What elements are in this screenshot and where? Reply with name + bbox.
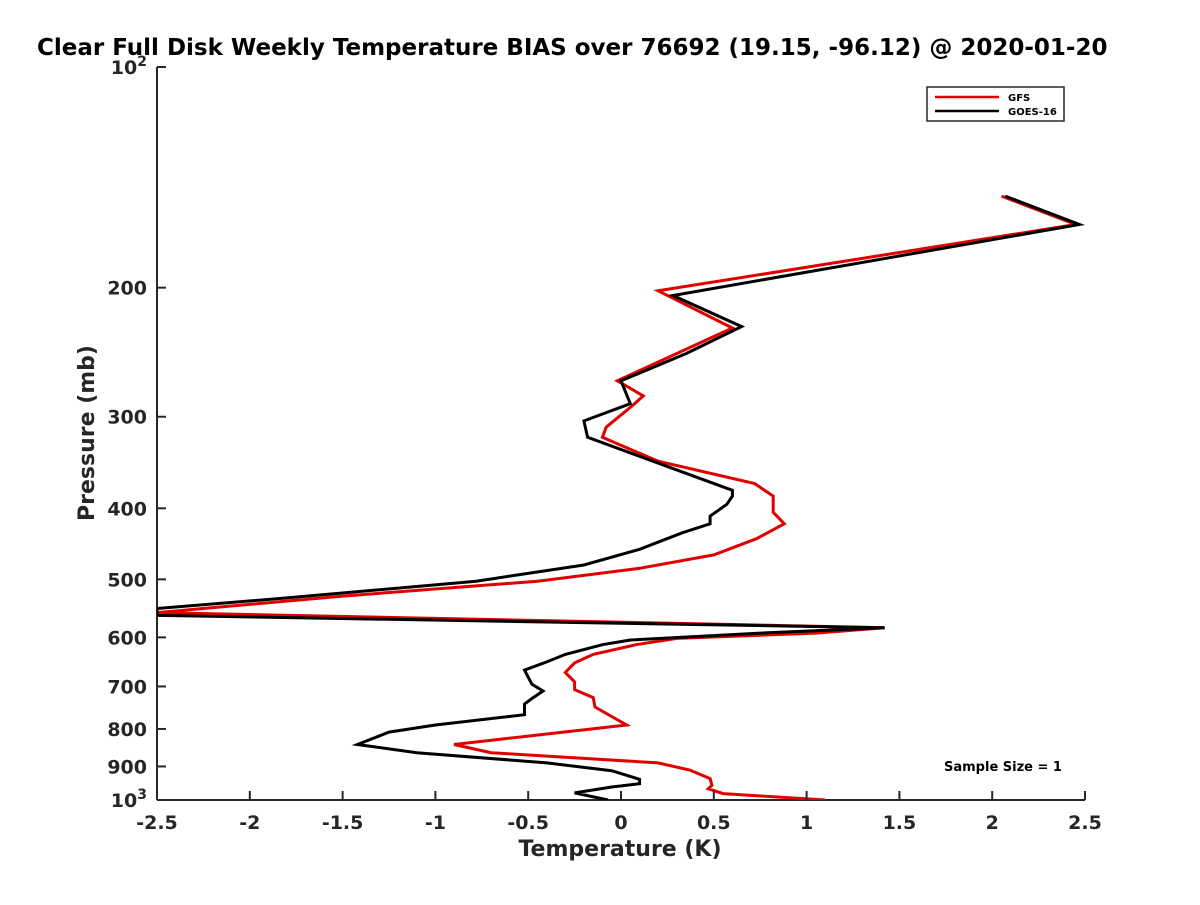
legend: GFS GOES-16 <box>926 86 1065 122</box>
y-tick-label: 300 <box>107 407 147 429</box>
x-tick-label: -1 <box>425 812 446 834</box>
x-tick-label: -2 <box>239 812 260 834</box>
y-tick-label: 102 <box>111 54 147 79</box>
x-tick-label: -2.5 <box>136 812 178 834</box>
series-line-goes-16 <box>157 194 1085 800</box>
x-tick-label: -1.5 <box>322 812 364 834</box>
y-axis-label: Pressure (mb) <box>75 345 100 521</box>
y-tick-label: 400 <box>107 498 147 520</box>
tick-layer: -2.5 -2 -1.5 -1 -0.5 0 0.5 1 1.5 2 2.5 102 200 300 400… <box>107 54 1102 834</box>
y-tick-label: 500 <box>107 569 147 591</box>
x-tick-label: 0.5 <box>697 812 731 834</box>
x-tick-label: -0.5 <box>507 812 549 834</box>
x-tick-label: 1 <box>800 812 813 834</box>
series-line-gfs <box>157 194 1082 800</box>
y-tick-label: 700 <box>107 676 147 698</box>
sample-size-annotation: Sample Size = 1 <box>944 760 1062 775</box>
x-tick-label: 2 <box>986 812 999 834</box>
legend-box <box>926 86 1065 122</box>
x-tick-label: 1.5 <box>883 812 917 834</box>
legend-label-gfs: GFS <box>1008 93 1030 104</box>
y-tick-label: 600 <box>107 627 147 649</box>
y-tick-label: 900 <box>107 756 147 778</box>
y-tick-label: 800 <box>107 719 147 741</box>
y-tick-label: 200 <box>107 278 147 300</box>
x-tick-label: 0 <box>614 812 627 834</box>
legend-label-goes-16: GOES-16 <box>1008 107 1057 118</box>
series-layer <box>157 194 1085 800</box>
y-tick-label: 103 <box>111 787 147 812</box>
plot-axes <box>156 67 1085 801</box>
chart-title: Clear Full Disk Weekly Temperature BIAS … <box>37 35 1107 61</box>
x-axis-label: Temperature (K) <box>518 837 721 862</box>
x-tick-label: 2.5 <box>1068 812 1102 834</box>
